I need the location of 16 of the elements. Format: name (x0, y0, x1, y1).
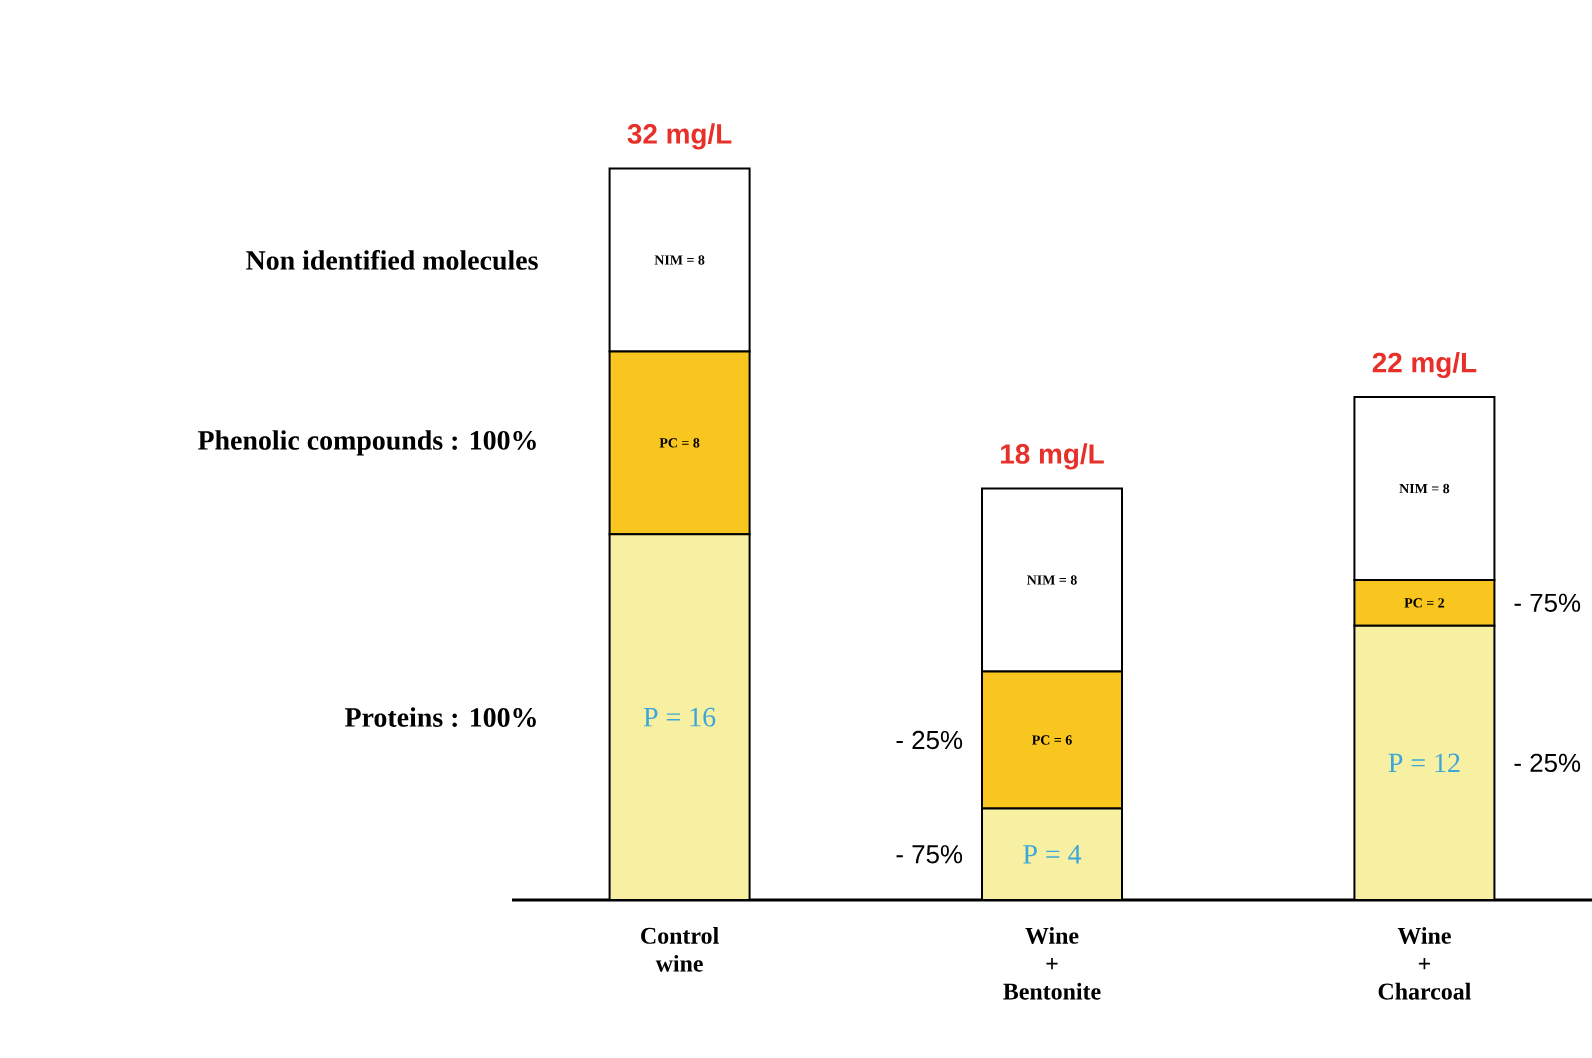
annotation: Non identified molecules (246, 249, 538, 270)
annotation: - 25% (1514, 753, 1581, 773)
annotation: Proteins : 100% (344, 707, 536, 728)
data-label: P = 16 (643, 707, 716, 727)
data-label: P = 4 (1023, 845, 1082, 864)
annotation: - 75% (896, 845, 963, 864)
total-label: 18 mg/L (1001, 443, 1104, 470)
annotation: Phenolic compounds : 100% (197, 430, 536, 456)
annotation: - 25% (896, 730, 963, 750)
x-tick-label: Control wine (641, 927, 719, 972)
data-label: P = 12 (1388, 753, 1460, 773)
total-label: 32 mg/L (627, 123, 732, 150)
annotation: - 75% (1514, 593, 1581, 612)
x-tick-label: Wine + Charcoal (1378, 927, 1471, 1000)
x-tick-label: Wine + Bentonite (1003, 927, 1101, 1000)
total-label: 22 mg/L (1372, 351, 1477, 379)
